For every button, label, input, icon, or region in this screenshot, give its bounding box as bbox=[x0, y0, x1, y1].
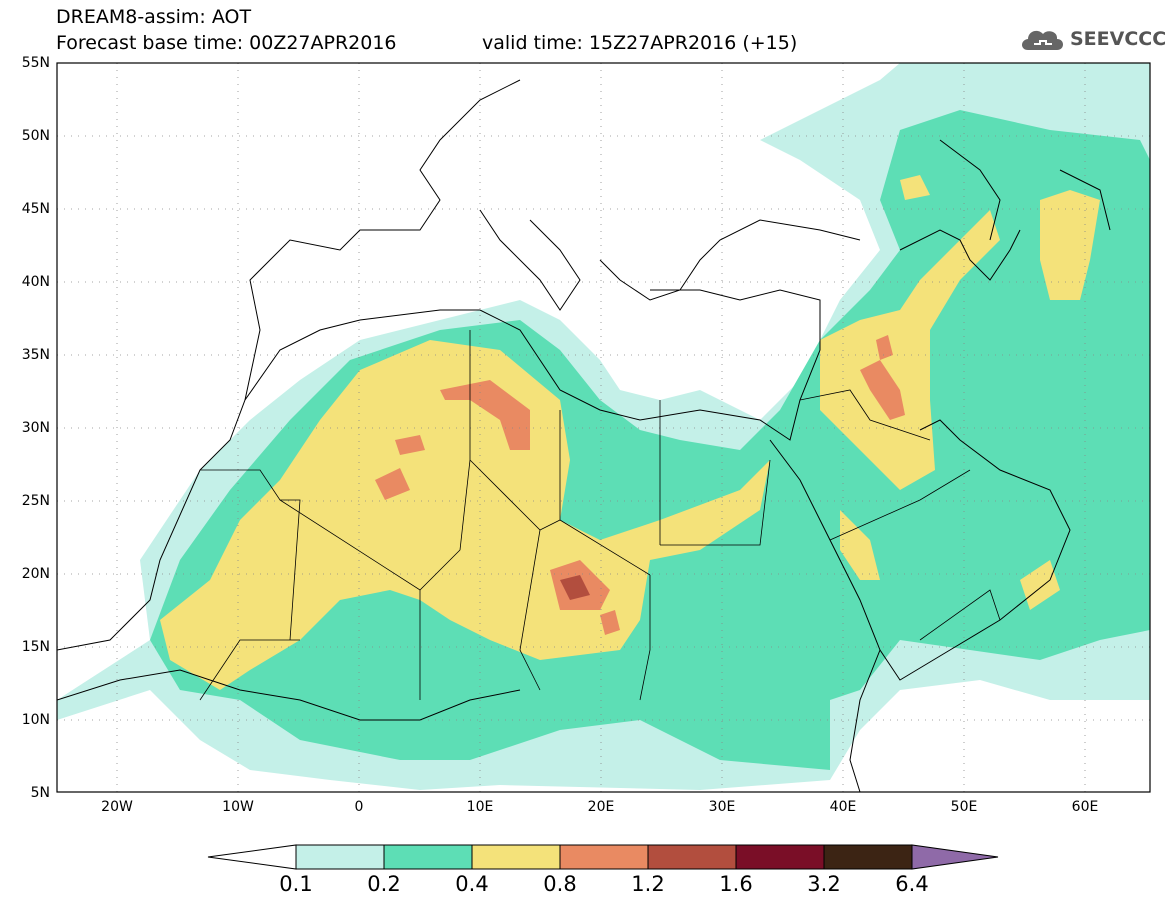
logo-text: SEEVCCC bbox=[1070, 28, 1165, 50]
graticule bbox=[57, 63, 1150, 792]
lat-tick-50n: 50N bbox=[21, 128, 50, 144]
colorbar-label-0.8: 0.8 bbox=[543, 872, 577, 896]
colorbar-label-3.2: 3.2 bbox=[807, 872, 841, 896]
aot-contour-0.8-libya bbox=[440, 380, 530, 450]
colorbar-label-0.2: 0.2 bbox=[367, 872, 401, 896]
colorbar-label-0.1: 0.1 bbox=[279, 872, 313, 896]
lat-tick-45n: 45N bbox=[21, 201, 50, 217]
aot-contour-0.8-algeria1 bbox=[395, 435, 425, 455]
map-frame bbox=[56, 62, 1151, 793]
valid-time: valid time: 15Z27APR2016 (+15) bbox=[482, 32, 798, 54]
colorbar-bin-1.6 bbox=[735, 844, 825, 870]
lat-tick-20n: 20N bbox=[21, 566, 50, 582]
cloud-icon bbox=[1022, 30, 1063, 50]
forecast-base-time: Forecast base time: 00Z27APR2016 bbox=[56, 32, 397, 54]
lon-tick-10w: 10W bbox=[222, 799, 254, 815]
colorbar-over bbox=[911, 844, 999, 870]
colorbar-label-1.2: 1.2 bbox=[631, 872, 665, 896]
lon-tick-60e: 60E bbox=[1071, 799, 1099, 815]
colorbar-label-0.4: 0.4 bbox=[455, 872, 489, 896]
aot-fields bbox=[57, 63, 1150, 790]
colorbar-under bbox=[207, 844, 297, 870]
lat-tick-25n: 25N bbox=[21, 493, 50, 509]
aot-contour-0.4-mesopotamia bbox=[820, 210, 1000, 490]
lon-tick-20w: 20W bbox=[101, 799, 133, 815]
lat-tick-10n: 10N bbox=[21, 712, 50, 728]
colorbar bbox=[207, 844, 999, 870]
colorbar-bin-0.2 bbox=[383, 844, 473, 870]
coastlines bbox=[57, 79, 1111, 792]
borders bbox=[199, 330, 1001, 701]
colorbar-bin-3.2 bbox=[823, 844, 913, 870]
lon-tick-0: 0 bbox=[354, 799, 364, 815]
colorbar-label-1.6: 1.6 bbox=[719, 872, 753, 896]
lat-tick-5n: 5N bbox=[30, 785, 50, 801]
lat-tick-35n: 35N bbox=[21, 347, 50, 363]
aot-contour-0.4-oman bbox=[1020, 560, 1060, 610]
colorbar-bin-0.1 bbox=[295, 844, 385, 870]
map-title: DREAM8-assim: AOT bbox=[56, 6, 252, 28]
aot-contour-1.2-chad bbox=[560, 575, 590, 600]
aot-contour-0.8-algeria2 bbox=[375, 468, 410, 500]
colorbar-label-6.4: 6.4 bbox=[895, 872, 929, 896]
aot-contour-0.2 bbox=[150, 110, 1150, 770]
aot-contour-0.8-iraq bbox=[860, 360, 905, 420]
aot-contour-0.4-sahara bbox=[160, 340, 770, 690]
aot-contour-0.4-arabia bbox=[840, 510, 880, 580]
colorbar-bin-0.8 bbox=[559, 844, 649, 870]
lon-tick-50e: 50E bbox=[950, 799, 978, 815]
seevccc-logo: SEEVCCC bbox=[1018, 24, 1165, 56]
lat-tick-30n: 30N bbox=[21, 420, 50, 436]
lon-tick-40e: 40E bbox=[829, 799, 857, 815]
lat-tick-40n: 40N bbox=[21, 274, 50, 290]
lon-tick-10e: 10E bbox=[466, 799, 494, 815]
lon-tick-30e: 30E bbox=[708, 799, 736, 815]
aot-contour-0.8-chad2 bbox=[600, 610, 620, 635]
lon-tick-20e: 20E bbox=[587, 799, 615, 815]
lat-tick-55n: 55N bbox=[21, 55, 50, 71]
aot-contour-0.8-iraq2 bbox=[876, 335, 893, 360]
colorbar-bin-0.4 bbox=[471, 844, 561, 870]
lat-tick-15n: 15N bbox=[21, 639, 50, 655]
aot-contour-0.4-caspian bbox=[900, 175, 930, 200]
colorbar-bin-1.2 bbox=[647, 844, 737, 870]
